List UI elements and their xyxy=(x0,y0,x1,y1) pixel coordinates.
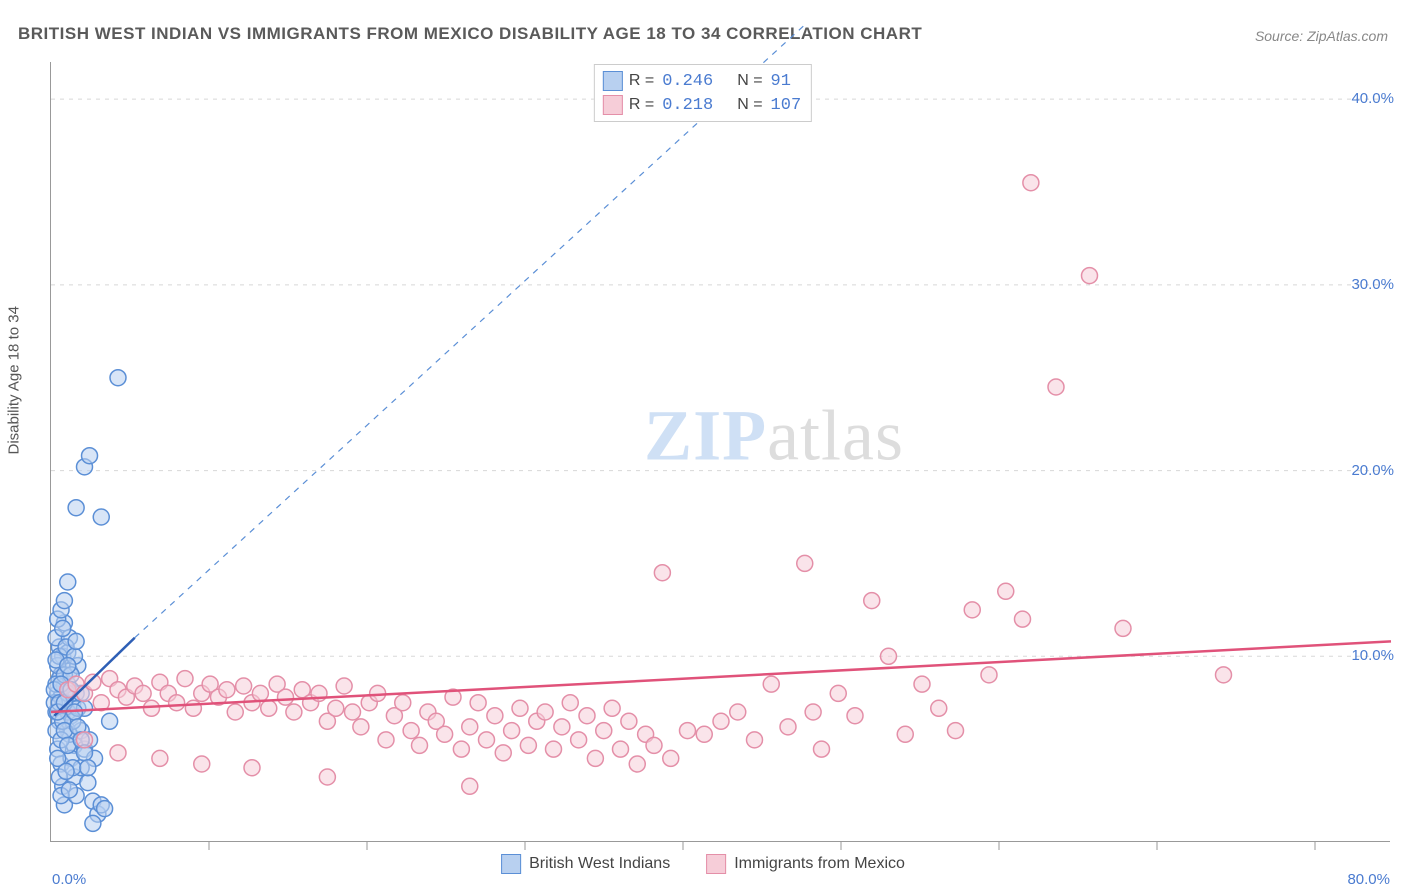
y-tick-label: 10.0% xyxy=(1351,647,1394,664)
legend-swatch xyxy=(603,71,623,91)
legend-stats-row: R = 0.218 N = 107 xyxy=(603,93,803,117)
legend-series-label: Immigrants from Mexico xyxy=(734,855,905,873)
legend-r-label: R = xyxy=(629,96,654,114)
legend-r-value: 0.218 xyxy=(660,96,715,115)
y-tick-label: 40.0% xyxy=(1351,90,1394,107)
legend-series-label: British West Indians xyxy=(529,855,670,873)
legend-stats: R = 0.246 N = 91 R = 0.218 N = 107 xyxy=(594,64,812,122)
legend-n-value: 107 xyxy=(769,96,804,115)
y-tick-label: 20.0% xyxy=(1351,462,1394,479)
y-axis-label: Disability Age 18 to 34 xyxy=(6,306,23,454)
chart-title: BRITISH WEST INDIAN VS IMMIGRANTS FROM M… xyxy=(18,24,922,44)
legend-swatch xyxy=(603,95,623,115)
legend-swatch xyxy=(706,854,726,874)
y-tick-label: 30.0% xyxy=(1351,276,1394,293)
legend-n-label: N = xyxy=(737,72,762,90)
legend-series: British West Indians Immigrants from Mexi… xyxy=(501,854,905,874)
plot-area: ZIPatlas xyxy=(50,62,1390,842)
chart-svg xyxy=(51,62,1390,841)
x-max-label: 80.0% xyxy=(1347,871,1390,888)
legend-stats-row: R = 0.246 N = 91 xyxy=(603,69,803,93)
source-label: Source: ZipAtlas.com xyxy=(1255,28,1388,44)
legend-n-value: 91 xyxy=(769,72,793,91)
legend-swatch xyxy=(501,854,521,874)
legend-r-value: 0.246 xyxy=(660,72,715,91)
legend-series-item: Immigrants from Mexico xyxy=(706,854,905,874)
legend-n-label: N = xyxy=(737,96,762,114)
x-min-label: 0.0% xyxy=(52,871,86,888)
legend-series-item: British West Indians xyxy=(501,854,670,874)
legend-r-label: R = xyxy=(629,72,654,90)
